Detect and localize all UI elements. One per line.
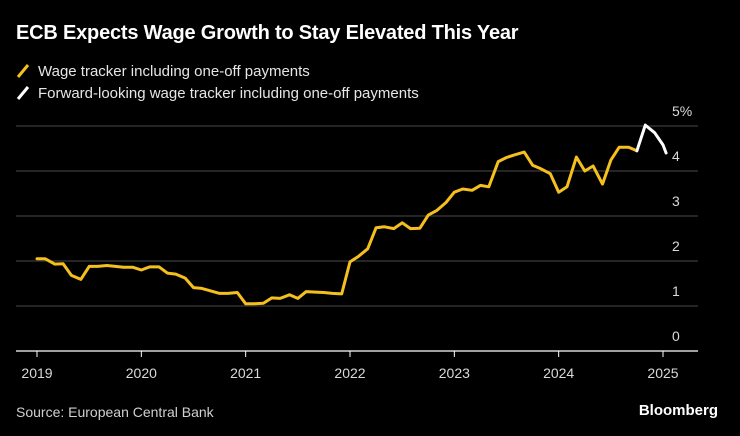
x-tick-label-2019: 2019: [21, 365, 52, 381]
series-line-forward-tracker: [635, 123, 668, 155]
source-note: Source: European Central Bank: [16, 404, 214, 420]
x-tick-label-2021: 2021: [230, 365, 261, 381]
series-line-wage-tracker: [35, 145, 639, 306]
legend-label-wage-tracker: Wage tracker including one-off payments: [38, 62, 310, 80]
x-tick-label-2022: 2022: [334, 365, 365, 381]
x-axis: 2019 2020 2021 2022 2023 2024 2025: [21, 351, 679, 381]
bloomberg-logo: Bloomberg: [638, 402, 718, 419]
grid-lines: [16, 125, 698, 352]
x-tick-label-2024: 2024: [543, 365, 574, 381]
x-tick-label-2023: 2023: [439, 365, 470, 381]
legend-label-forward-tracker: Forward-looking wage tracker including o…: [38, 84, 419, 102]
legend-item-wage-tracker: Wage tracker including one-off payments: [16, 60, 419, 82]
legend-swatch-white-icon: [16, 86, 30, 100]
x-tick-label-2020: 2020: [126, 365, 157, 381]
chart-title: ECB Expects Wage Growth to Stay Elevated…: [16, 22, 519, 44]
legend-item-forward-tracker: Forward-looking wage tracker including o…: [16, 82, 419, 104]
x-tick-label-2025: 2025: [647, 365, 678, 381]
y-axis-ticks: 0 1 2 3 4 5%: [672, 103, 692, 344]
y-tick-label-0: 0: [672, 328, 680, 344]
y-tick-label-3: 3: [672, 193, 680, 209]
legend-swatch-yellow-icon: [16, 64, 30, 78]
series-lines: [35, 123, 668, 306]
y-tick-label-1: 1: [672, 283, 680, 299]
y-tick-label-5: 5%: [672, 103, 692, 119]
y-tick-label-2: 2: [672, 238, 680, 254]
y-tick-label-4: 4: [672, 148, 680, 164]
legend: Wage tracker including one-off payments …: [16, 60, 419, 104]
